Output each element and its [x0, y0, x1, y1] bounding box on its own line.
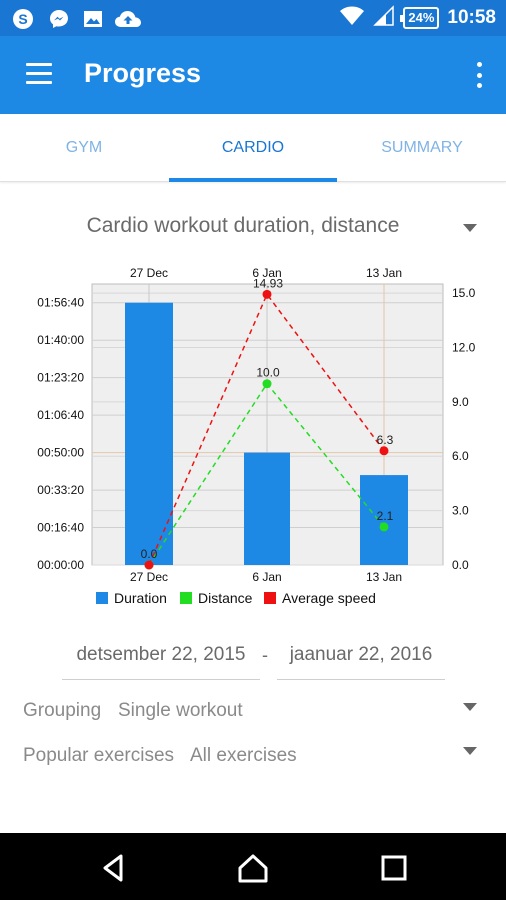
- cloud-upload-icon: [114, 8, 142, 30]
- home-icon[interactable]: [236, 851, 270, 885]
- right-tick-label: 9.0: [452, 395, 469, 409]
- left-tick-label: 01:23:20: [37, 371, 84, 385]
- menu-icon[interactable]: [26, 63, 52, 85]
- tab-cardio[interactable]: CARDIO: [169, 114, 337, 182]
- right-tick-label: 12.0: [452, 340, 476, 354]
- left-tick-label: 00:33:20: [37, 483, 84, 497]
- right-tick-label: 6.0: [452, 449, 469, 463]
- more-options-icon[interactable]: [474, 60, 484, 90]
- clock: 10:58: [447, 7, 496, 28]
- average-speed-point: [144, 560, 154, 570]
- average-speed-point-label: 0.0: [141, 547, 158, 561]
- top-axis-label: 6 Jan: [252, 266, 281, 280]
- bottom-axis-label: 13 Jan: [366, 570, 402, 584]
- left-tick-label: 01:40:00: [37, 333, 84, 347]
- date-separator: -: [262, 645, 268, 665]
- grouping-dropdown[interactable]: Grouping Single workout: [0, 692, 506, 732]
- right-tick-label: 0.0: [452, 558, 469, 572]
- cardio-chart: 00:00:00 00:16:40 00:33:20 00:50:00 01:06:40…: [37, 266, 476, 606]
- duration-bar: [360, 475, 408, 565]
- recents-icon[interactable]: [377, 851, 411, 885]
- average-speed-point: [262, 289, 272, 299]
- distance-point: [262, 379, 272, 389]
- wifi-icon: [339, 5, 365, 32]
- left-tick-label: 00:50:00: [37, 446, 84, 460]
- skype-icon: S: [12, 8, 34, 30]
- top-axis-label: 27 Dec: [130, 266, 168, 280]
- top-axis-label: 13 Jan: [366, 266, 402, 280]
- chevron-down-icon: [463, 224, 477, 232]
- distance-point-label: 2.1: [377, 509, 394, 523]
- legend-label: Average speed: [282, 590, 376, 606]
- battery-indicator: 24%: [400, 7, 440, 29]
- legend-swatch: [180, 592, 192, 604]
- chevron-down-icon: [463, 703, 477, 711]
- app-bar: Progress: [0, 36, 506, 114]
- chart-type-label: Cardio workout duration, distance: [86, 214, 400, 237]
- right-tick-label: 3.0: [452, 504, 469, 518]
- bottom-axis-label: 6 Jan: [252, 570, 281, 584]
- status-bar: S 24% 10:58: [0, 0, 506, 36]
- average-speed-point: [379, 446, 389, 456]
- legend-swatch: [264, 592, 276, 604]
- right-tick-label: 15.0: [452, 286, 476, 300]
- average-speed-point-label: 14.93: [253, 276, 283, 290]
- svg-text:S: S: [18, 11, 27, 27]
- start-date-field[interactable]: detsember 22, 2015: [62, 638, 260, 680]
- bottom-axis-label: 27 Dec: [130, 570, 168, 584]
- chevron-down-icon: [463, 747, 477, 755]
- page-title: Progress: [84, 58, 202, 88]
- left-tick-label: 00:16:40: [37, 521, 84, 535]
- legend-label: Distance: [198, 590, 253, 606]
- average-speed-line: [148, 292, 385, 566]
- distance-point-label: 10.0: [256, 366, 280, 380]
- left-tick-label: 01:06:40: [37, 408, 84, 422]
- average-speed-point-label: 6.3: [377, 433, 394, 447]
- grouping-label: Grouping: [23, 700, 102, 721]
- popular-exercises-label: Popular exercises: [23, 745, 175, 766]
- tab-summary[interactable]: SUMMARY: [381, 139, 463, 156]
- popular-exercises-value: All exercises: [190, 745, 297, 766]
- tab-gym[interactable]: GYM: [65, 139, 103, 156]
- duration-bar: [125, 302, 173, 565]
- navigation-bar: [0, 833, 506, 900]
- left-tick-label: 01:56:40: [37, 296, 84, 310]
- legend-label: Duration: [114, 590, 167, 606]
- popular-exercises-dropdown[interactable]: Popular exercises All exercises: [0, 737, 506, 777]
- legend-swatch: [96, 592, 108, 604]
- duration-bar: [244, 452, 290, 565]
- signal-icon: [373, 4, 395, 32]
- chart-type-dropdown[interactable]: Cardio workout duration, distance: [0, 208, 506, 248]
- grouping-value: Single workout: [118, 700, 243, 721]
- back-icon[interactable]: [97, 851, 131, 885]
- distance-point: [379, 522, 389, 532]
- image-icon: [82, 8, 104, 30]
- left-tick-label: 00:00:00: [37, 558, 84, 572]
- tab-bar: GYM CARDIO SUMMARY: [0, 114, 506, 182]
- end-date-field[interactable]: jaanuar 22, 2016: [277, 638, 445, 680]
- messenger-icon: [48, 8, 70, 30]
